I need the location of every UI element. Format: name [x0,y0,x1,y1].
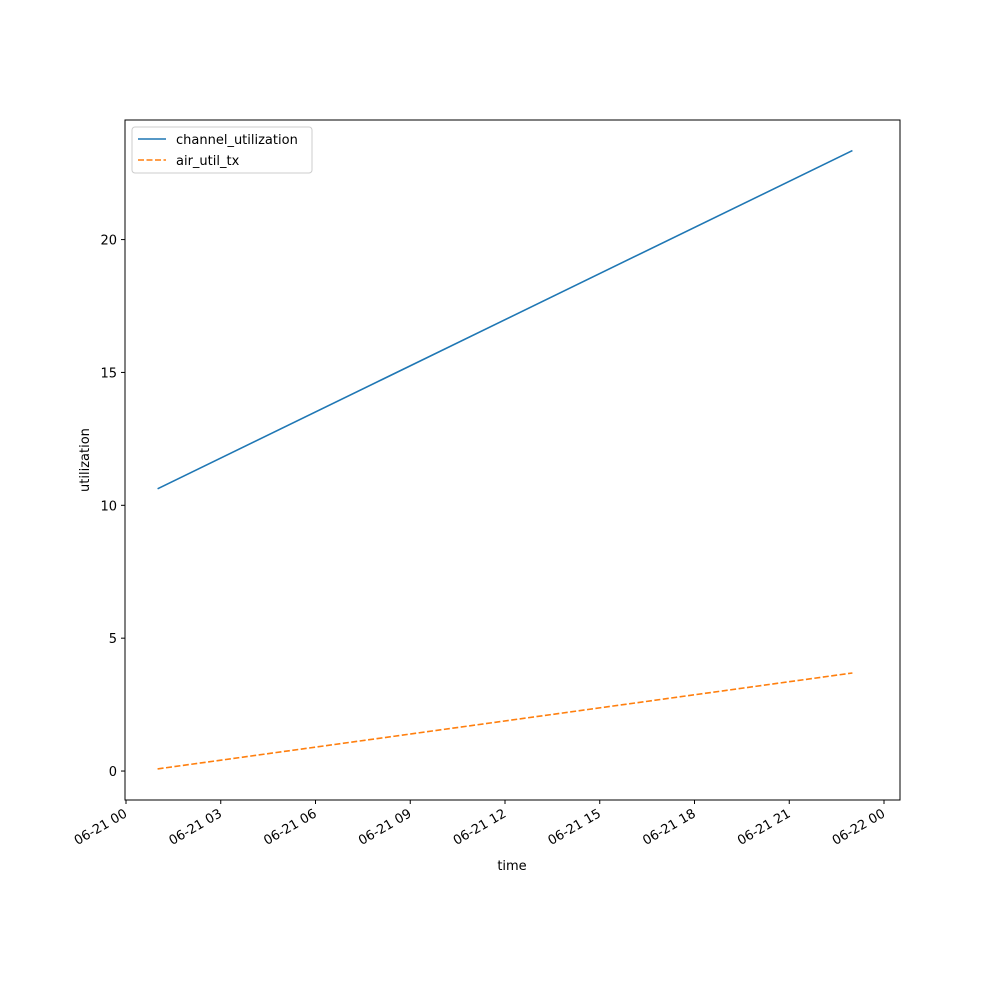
x-tick-label: 06-21 15 [546,806,604,848]
line-series [157,672,853,770]
legend-label: channel_utilization [176,133,298,148]
legend-box [131,126,313,174]
y-tick-label: 5 [109,632,117,647]
plot-frame [124,119,901,801]
x-tick-label: 06-21 12 [451,806,509,848]
x-tick-label: 06-21 06 [261,806,319,848]
line-series [157,149,853,490]
x-tick-label: 06-21 21 [735,806,793,848]
legend-label: air_util_tx [176,154,240,169]
x-tick-label: 06-21 03 [167,806,225,848]
y-tick-label: 10 [100,499,117,514]
y-tick-label: 15 [100,366,117,381]
y-tick-label: 0 [109,765,117,780]
x-tick-label: 06-22 00 [830,806,888,848]
x-tick-label: 06-21 09 [356,806,414,848]
x-axis-label: time [497,859,526,874]
x-tick-label: 06-21 18 [640,806,698,848]
y-axis-label: utilization [78,428,93,492]
x-tick-label: 06-21 00 [72,806,130,848]
y-tick-label: 20 [100,234,117,249]
